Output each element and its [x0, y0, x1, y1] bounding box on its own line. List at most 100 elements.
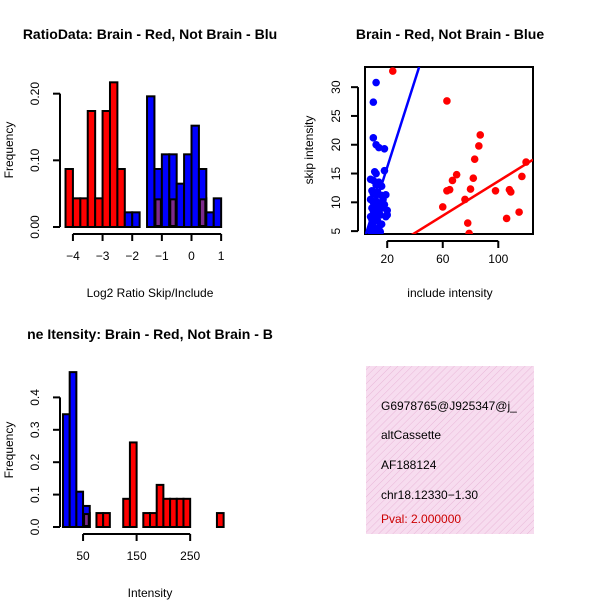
axes: 20 60 100 5 10 15 20 25 30: [329, 80, 509, 266]
bar: [61, 413, 71, 528]
point: [470, 155, 479, 163]
overlap-bar: [154, 198, 162, 227]
point: [506, 188, 515, 196]
point: [463, 219, 472, 227]
x-tick-label: −2: [125, 249, 139, 263]
y-tick-label: 0.2: [28, 454, 42, 471]
point: [383, 211, 392, 219]
point: [369, 134, 378, 142]
intensity-scatter: Brain - Red, Not Brain - Blue 20 60 100 5 10…: [302, 26, 544, 300]
x-tick-label: 250: [180, 549, 200, 563]
info-pval: Pval: 2.000000: [381, 512, 461, 526]
info-event-type: altCassette: [381, 428, 441, 442]
x-tick-label: −3: [96, 249, 110, 263]
info-location: chr18.12330−1.30: [381, 488, 478, 502]
bar: [68, 371, 78, 528]
point: [502, 214, 511, 223]
bar: [183, 153, 193, 228]
point: [388, 67, 397, 75]
bar: [155, 483, 165, 529]
x-axis-label: Intensity: [128, 586, 173, 600]
y-tick-label: 25: [329, 109, 343, 123]
bar: [142, 512, 152, 528]
point: [380, 144, 389, 153]
bar: [122, 497, 131, 529]
bar: [175, 497, 185, 529]
y-axis-label: Frequency: [2, 422, 16, 479]
bar: [108, 81, 119, 229]
point: [448, 176, 457, 185]
overlap-bar: [198, 198, 207, 227]
point: [372, 78, 380, 87]
y-tick-label: 10: [329, 195, 343, 209]
x-tick-label: 60: [436, 252, 450, 266]
y-tick-label: 0.1: [28, 486, 42, 503]
point: [518, 172, 526, 181]
point: [376, 227, 385, 234]
bar: [146, 95, 156, 229]
fit-line: [410, 158, 533, 234]
point: [522, 158, 530, 166]
point: [491, 187, 500, 195]
point: [377, 220, 386, 229]
overlap-bar: [169, 198, 177, 227]
bar: [149, 512, 158, 528]
bar: [162, 497, 172, 529]
y-tick-label: 0.0: [28, 518, 42, 535]
x-tick-label: 0: [188, 249, 195, 263]
bar: [197, 168, 208, 228]
bar: [175, 182, 186, 229]
x-tick-label: 50: [76, 549, 90, 563]
y-axis-label: skip intensity: [302, 116, 316, 185]
bar: [86, 110, 97, 228]
chart-title: Brain - Red, Not Brain - Blue: [356, 26, 544, 42]
axes: −4 −3 −2 −1 0 1 0.00 0.10 0.20: [28, 82, 225, 263]
x-tick-label: 100: [488, 252, 508, 266]
point: [382, 191, 390, 199]
info-panel: G6978765@J925347@j_ altCassette AF188124…: [366, 366, 534, 534]
x-tick-label: 1: [218, 249, 225, 263]
bar: [75, 490, 85, 528]
point: [377, 182, 386, 191]
bar: [64, 168, 74, 228]
y-tick-label: 15: [329, 167, 343, 181]
point: [465, 229, 473, 234]
bar: [169, 497, 178, 529]
y-tick-label: 5: [329, 227, 343, 234]
bar: [123, 211, 134, 228]
red-bars: [82, 441, 225, 529]
point: [445, 185, 454, 194]
y-tick-label: 30: [329, 80, 343, 94]
y-tick-label: 0.3: [28, 421, 42, 438]
blue-bars: [61, 371, 91, 529]
plot-box: [364, 66, 534, 235]
bar: [79, 197, 89, 228]
bar: [101, 110, 111, 228]
chart-title: RatioData: Brain - Red, Not Brain - Blu: [23, 26, 277, 42]
info-background: [366, 366, 534, 534]
point: [452, 170, 461, 179]
point: [469, 174, 478, 182]
bar: [190, 124, 200, 228]
y-axis-label: Frequency: [2, 122, 16, 179]
bar: [205, 211, 215, 228]
chart-title: ne Itensity: Brain - Red, Not Brain - B: [27, 326, 273, 342]
point: [438, 203, 447, 211]
fit-lines: [365, 67, 533, 234]
point: [443, 97, 451, 105]
x-tick-label: 20: [381, 252, 395, 266]
y-tick-label: 0.4: [28, 389, 42, 406]
bar: [182, 497, 192, 529]
bar: [215, 512, 225, 528]
axes: 50 150 250 0.0 0.1 0.2 0.3 0.4: [28, 389, 200, 563]
bar: [128, 441, 138, 529]
y-tick-label: 0.00: [28, 215, 42, 239]
x-axis-label: include intensity: [407, 286, 492, 300]
point: [466, 185, 475, 193]
x-axis-label: Log2 Ratio Skip/Include: [87, 286, 214, 300]
bar: [116, 168, 126, 228]
x-tick-label: −4: [66, 249, 80, 263]
point: [475, 142, 483, 150]
intensity-histogram: ne Itensity: Brain - Red, Not Brain - B …: [2, 326, 273, 600]
